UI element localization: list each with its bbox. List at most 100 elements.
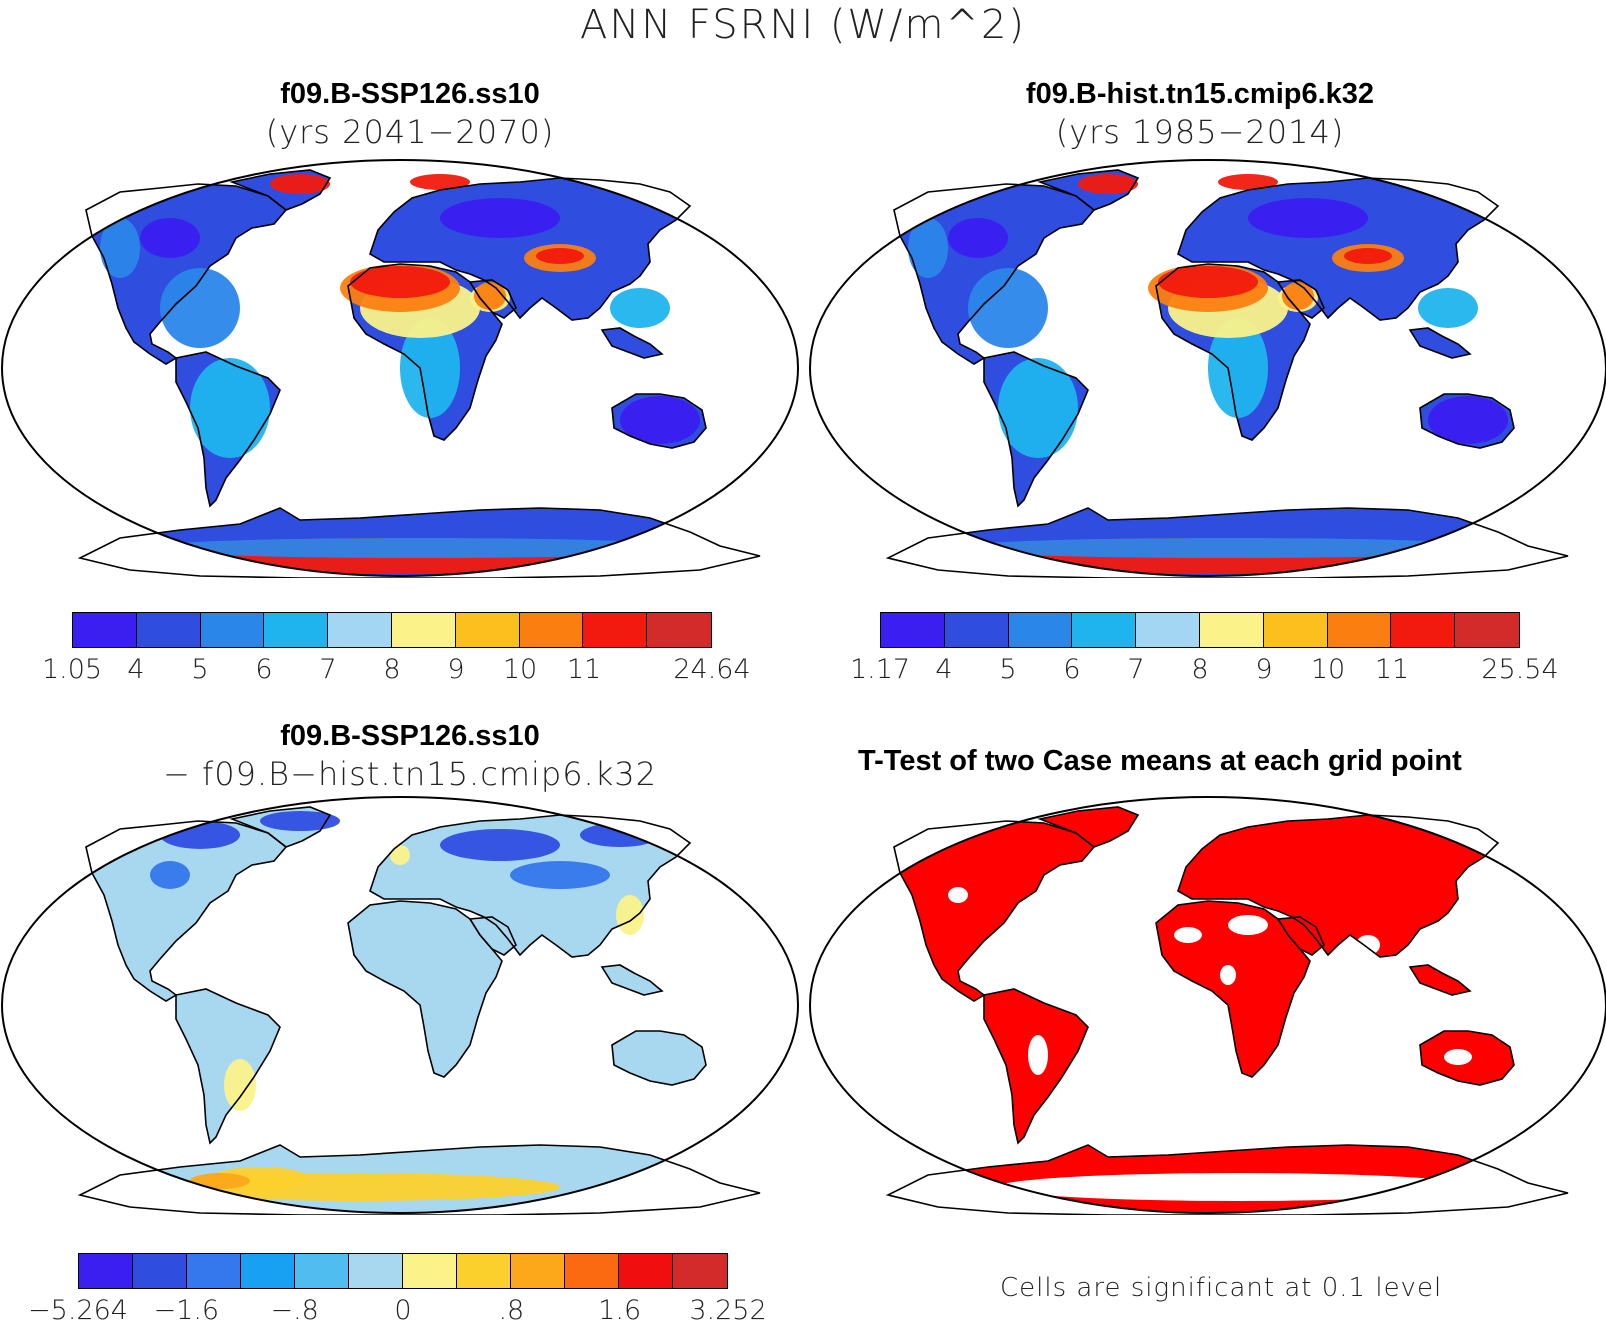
field-patch xyxy=(1356,935,1380,955)
colorbar-label: 4 xyxy=(935,654,953,685)
land-region xyxy=(1156,901,1310,1077)
colorbar-label: −.8 xyxy=(270,1295,319,1326)
colorbar-label: 8 xyxy=(1191,654,1209,685)
map-border xyxy=(809,159,1606,577)
colorbar-label: 6 xyxy=(1063,654,1081,685)
land-region xyxy=(85,820,288,1002)
land-region xyxy=(348,901,502,1077)
land-region xyxy=(885,507,1569,578)
panel-title-line2: (yrs 1985−2014) xyxy=(1055,113,1345,151)
colorbar-swatch xyxy=(187,1254,241,1288)
main-title: ANN FSRNI (W/m^2) xyxy=(579,2,1026,48)
field-patch xyxy=(998,1173,1478,1201)
panel-title-line1: f09.B-hist.tn15.cmip6.k32 xyxy=(1025,78,1375,110)
colorbar-swatch xyxy=(133,1254,187,1288)
colorbar-label: 7 xyxy=(1127,654,1145,685)
field-patch xyxy=(968,268,1048,348)
colorbar-label: 1.6 xyxy=(598,1295,642,1326)
field-patch xyxy=(1174,927,1202,943)
field-patch xyxy=(390,845,410,865)
colorbar-swatch xyxy=(565,1254,619,1288)
colorbar-label: .8 xyxy=(498,1295,525,1326)
land-region xyxy=(176,989,280,1143)
land-region xyxy=(1278,917,1324,955)
field-patch xyxy=(224,1059,256,1111)
field-patch xyxy=(140,218,200,258)
land-region xyxy=(86,821,286,1001)
colorbar-label: 24.64 xyxy=(673,654,751,685)
land-region xyxy=(1419,1030,1515,1086)
land-region xyxy=(85,183,288,365)
land-region xyxy=(77,507,761,578)
map-field xyxy=(888,170,1568,576)
land-region xyxy=(369,814,692,958)
colorbar-label: 10 xyxy=(1310,654,1346,685)
land-region xyxy=(175,351,281,508)
field-patch xyxy=(1248,198,1368,238)
land-region xyxy=(1410,328,1470,358)
colorbar-swatch xyxy=(511,1254,565,1288)
field-patch xyxy=(1418,288,1478,328)
map-border xyxy=(1,796,799,1214)
field-patch xyxy=(474,282,506,310)
land-region xyxy=(229,169,332,211)
field-patch xyxy=(400,318,460,418)
colorbar-swatch xyxy=(619,1254,673,1288)
land-region xyxy=(894,821,1094,1001)
colorbar-label: 9 xyxy=(447,654,465,685)
field-patch xyxy=(510,861,610,889)
colorbar-swatch xyxy=(1391,613,1456,647)
colorbar-label: −1.6 xyxy=(153,1295,220,1326)
colorbar-swatch xyxy=(295,1254,349,1288)
land-region xyxy=(1177,177,1500,321)
land-region xyxy=(611,1030,707,1086)
colorbar-label: 7 xyxy=(319,654,337,685)
colorbar-label: 8 xyxy=(383,654,401,685)
land-region xyxy=(602,965,662,995)
land-region xyxy=(1419,393,1515,449)
significance-note: Cells are significant at 0.1 level xyxy=(1000,1273,1443,1303)
field-patch xyxy=(1028,1035,1048,1075)
land-region xyxy=(1037,169,1140,211)
field-patch xyxy=(1158,266,1258,298)
colorbar-swatch xyxy=(457,1254,511,1288)
field-patch xyxy=(1228,915,1268,935)
field-patch xyxy=(1344,248,1392,264)
land-region xyxy=(602,328,662,358)
land-region xyxy=(893,183,1096,365)
land-region xyxy=(1178,815,1498,957)
colorbar-swatch xyxy=(349,1254,403,1288)
land-region xyxy=(1177,814,1500,958)
land-region xyxy=(347,900,503,1078)
land-region xyxy=(175,988,281,1145)
colorbar-swatch xyxy=(391,613,456,647)
colorbar-swatch xyxy=(200,613,265,647)
colorbar-swatch xyxy=(1327,613,1392,647)
colorbar-swatch xyxy=(1072,613,1137,647)
land-region xyxy=(983,988,1089,1145)
land-region xyxy=(1408,327,1472,359)
field-patch xyxy=(190,358,270,458)
map-bottom-right xyxy=(809,796,1606,1215)
colorbar-swatch xyxy=(136,613,201,647)
colorbar-label: 10 xyxy=(502,654,538,685)
land-region xyxy=(77,1144,761,1215)
field-patch xyxy=(440,829,560,861)
land-region xyxy=(229,806,332,848)
panel-title-top-left: f09.B-SSP126.ss10 (yrs 2041−2070) xyxy=(180,78,640,151)
land-region xyxy=(1276,916,1325,956)
land-region xyxy=(611,393,707,449)
field-patch xyxy=(270,174,330,194)
colorbar-top-left: 1.05 4 5 6 7 8 9 10 11 24.64 xyxy=(42,612,751,692)
colorbar-label: 11 xyxy=(566,654,602,685)
field-patch xyxy=(160,268,240,348)
map-border xyxy=(1,159,799,577)
colorbar-label: 4 xyxy=(127,654,145,685)
field-patch xyxy=(948,218,1008,258)
colorbar-label: 1.17 xyxy=(849,654,911,685)
field-patch xyxy=(350,266,450,298)
field-patch xyxy=(1444,1049,1472,1065)
colorbar-label: 11 xyxy=(1374,654,1410,685)
colorbar-swatch xyxy=(73,613,137,647)
colorbar-label: 25.54 xyxy=(1481,654,1559,685)
